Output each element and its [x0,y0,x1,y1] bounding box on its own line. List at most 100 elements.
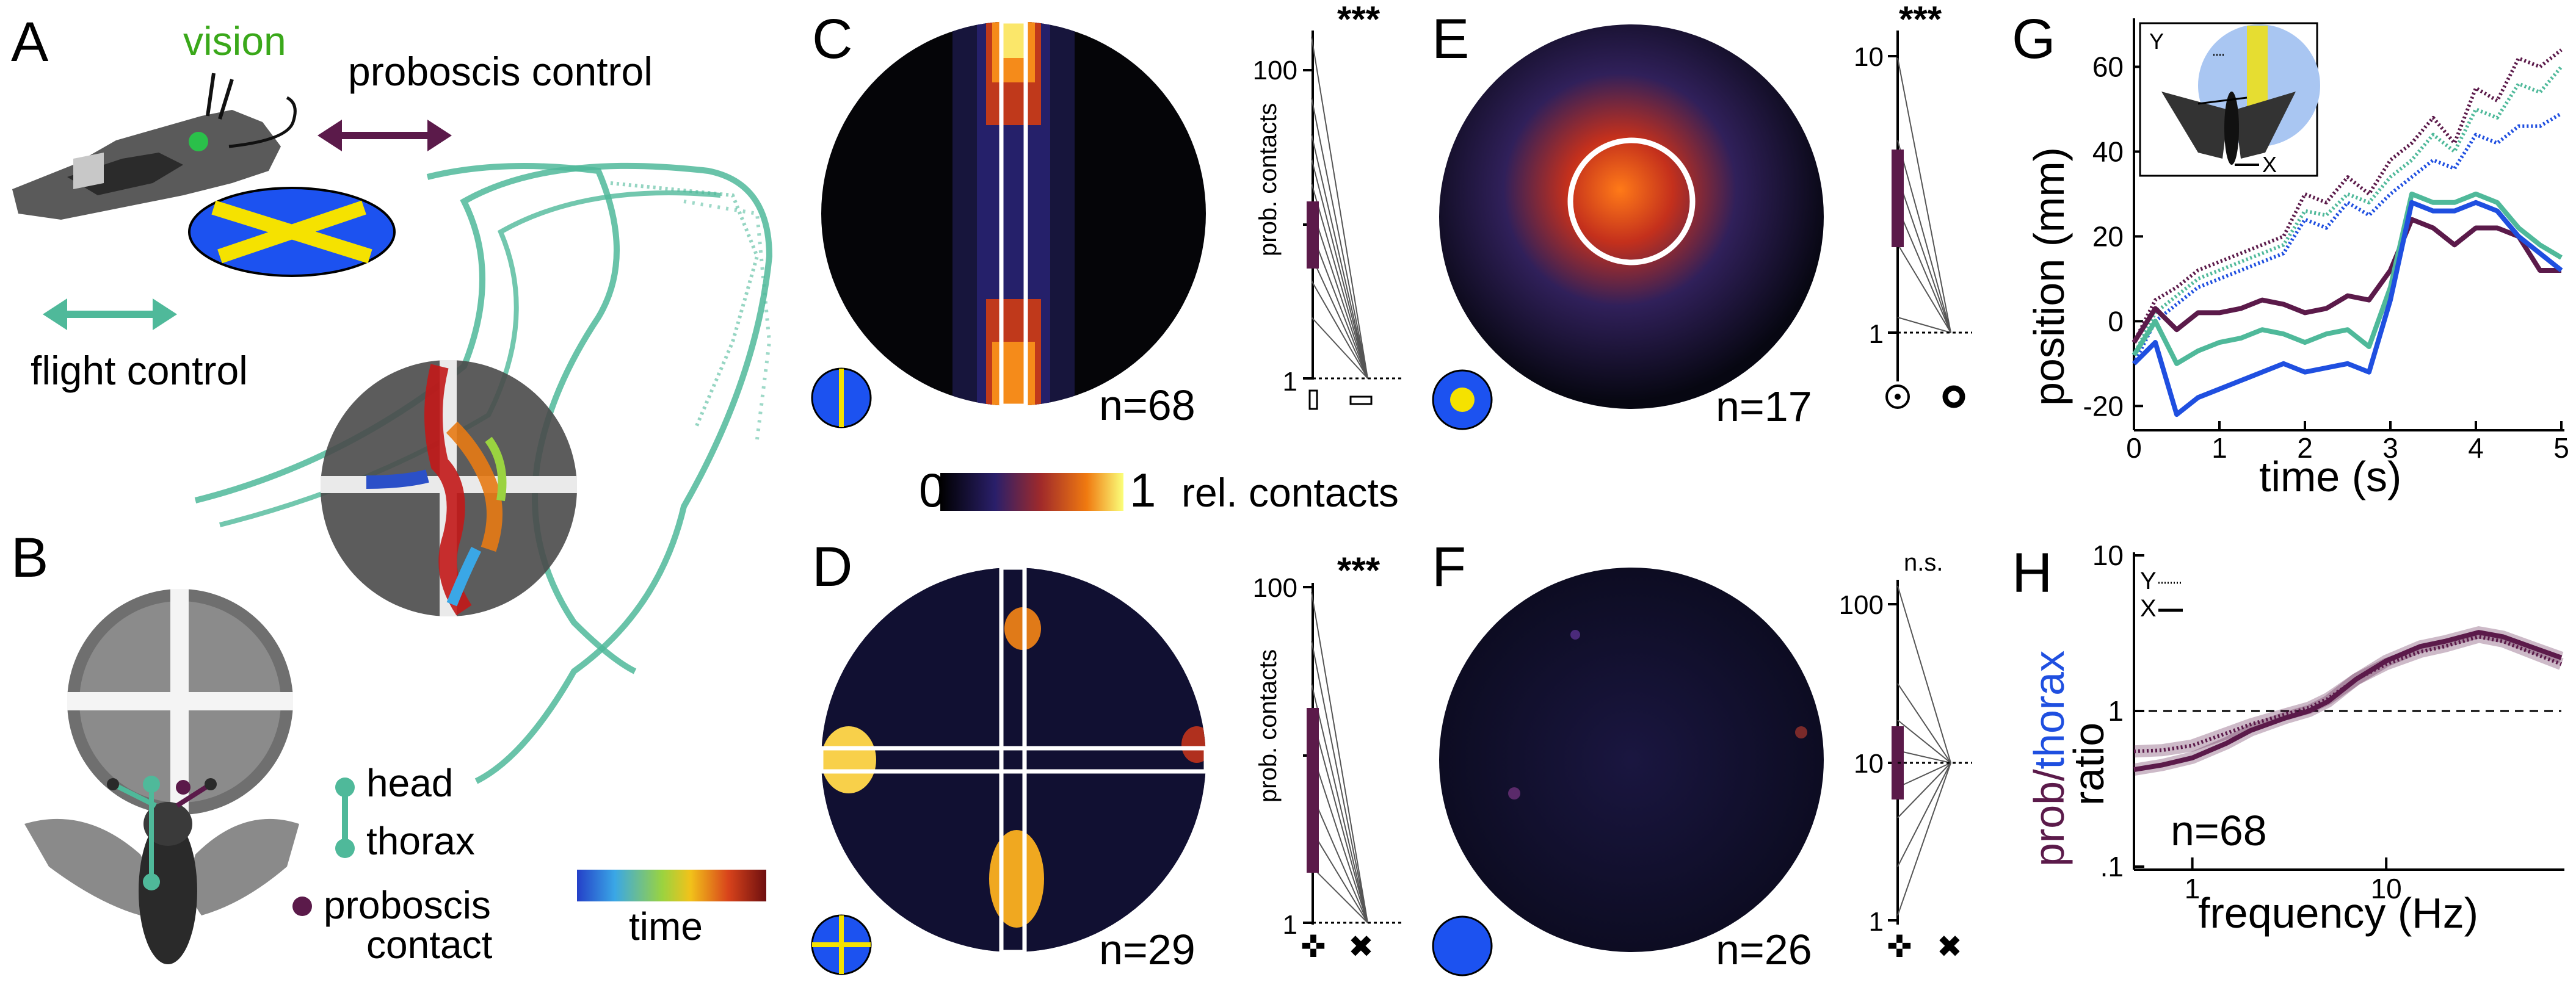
d-cat-plus-icon: ✜ [1301,929,1326,964]
boxplot-c: 100 1 prob. contacts *** [1253,0,1404,410]
heatmap-e [1439,24,1824,409]
proboscis-control-arrow [317,120,452,151]
c-tick-1: 1 [1283,367,1297,397]
chart-h-ticks: 1 10 .1 1 10 [2092,540,2561,904]
panel-label-b: B [11,527,48,589]
g-xtick-label: 2 [2297,432,2313,464]
g-series-line-3 [2132,217,2561,344]
time-label: time [629,904,703,948]
g-series-line-0 [2132,48,2563,344]
h-xtick-label: 10 [2371,873,2402,904]
chart-h-ylabel-ratio: ratio [2065,723,2113,806]
h-xtick-label: 1 [2185,873,2200,904]
time-colorbar [577,870,766,901]
n-count-e: n=17 [1716,383,1812,430]
n-count-d: n=29 [1099,926,1195,973]
g-ytick-label: -20 [2083,390,2124,422]
panel-label-e: E [1432,8,1469,70]
colorbar-max: 1 [1130,463,1156,517]
heatmap-d [819,565,1208,955]
e-significance: *** [1899,0,1942,40]
c-cat-vertical-icon [1308,389,1318,410]
moth-photo [24,776,299,964]
heatmap-c [821,19,1206,408]
c-tick-100: 100 [1253,56,1297,85]
stimulus-icon-e [1432,369,1493,430]
h-ytick-label: .1 [2100,851,2124,882]
h-ytick-label: 1 [2108,695,2124,727]
n-count-f: n=26 [1716,926,1812,973]
colorbar-label: rel. contacts [1181,470,1399,515]
chart-g-lines [2132,48,2563,417]
f-tick-10: 10 [1854,749,1884,779]
proboscis-control-label: proboscis control [348,49,653,94]
panel-label-f: F [1432,536,1466,598]
g-xtick-label: 1 [2211,432,2227,464]
e-tick-1: 1 [1869,319,1884,349]
d-cat-x-icon: ✖ [1348,929,1374,964]
head-label: head [366,761,453,805]
h-ytick-label: 10 [2092,540,2124,571]
contact-label: contact [366,923,493,967]
g-series-line-5 [2132,200,2563,417]
f-tick-1: 1 [1869,907,1884,937]
g-ytick-label: 60 [2092,51,2124,82]
stimulus-icon-d [811,914,872,975]
h-series-line-1 [2133,630,2563,773]
h-series-band-0 [2133,630,2564,758]
chart-h-legend-x: X [2140,595,2157,622]
stimulus-icon-c [811,367,872,428]
arena-disk [321,360,577,616]
d-tick-100: 100 [1253,573,1297,603]
chart-h-n-count: n=68 [2171,807,2267,854]
flower-target-icon [188,187,396,277]
relative-contacts-colorbar: 0 1 rel. contacts [919,463,1399,517]
g-ytick-label: 0 [2108,305,2124,337]
panel-label-g: G [2012,8,2056,70]
d-ylabel: prob. contacts [1255,649,1282,803]
g-xtick-label: 4 [2468,432,2484,464]
panel-label-a: A [11,11,49,73]
g-series-line-1 [2132,65,2563,356]
h-series-band-1 [2133,626,2564,776]
boxplot-e: 10 1 *** [1854,0,1972,409]
chart-g-inset-x: X [2262,152,2277,177]
e-cat-disk-icon [1942,385,1965,408]
moth-eye-icon [189,132,208,151]
d-significance: *** [1337,550,1381,591]
panel-label-h: H [2012,542,2052,604]
chart-h-ylabel-thorax: thorax [2025,651,2073,770]
chart-h-ylabel-prob: prob/ [2025,769,2073,867]
proboscis-line [228,96,297,148]
n-count-c: n=68 [1099,381,1195,429]
flight-control-label: flight control [31,348,248,393]
chart-h-xlabel: frequency (Hz) [2198,889,2478,937]
g-xtick-label: 0 [2126,432,2142,464]
chart-g-xlabel: time (s) [2259,453,2401,500]
panel-label-d: D [812,536,852,598]
chart-g-inset: Y X [2139,22,2320,177]
g-xtick-label: 3 [2382,432,2398,464]
heatmap-f [1439,568,1824,952]
arena-photo [67,589,293,815]
stimulus-icon-f [1432,915,1493,976]
head-thorax-legend-icon [335,778,355,858]
f-tick-100: 100 [1839,590,1884,620]
flight-control-arrow [43,298,177,330]
moth-illustration [12,73,297,220]
chart-g-inset-y: Y [2149,29,2164,54]
g-series-line-4 [2132,191,2563,366]
proboscis-legend-icon [292,897,312,916]
panel-label-c: C [812,8,852,70]
thorax-label: thorax [366,819,475,863]
vision-label: vision [183,18,286,63]
c-significance: *** [1337,0,1381,40]
c-cat-horizontal-icon [1349,395,1373,405]
boxplot-d: 100 1 prob. contacts *** ✜ ✖ [1253,550,1404,964]
f-cat-plus-icon: ✜ [1887,929,1912,964]
f-cat-x-icon: ✖ [1937,929,1962,964]
boxplot-f: 100 10 1 n.s. ✜ ✖ [1839,549,1972,964]
e-cat-ring-icon [1885,384,1910,409]
